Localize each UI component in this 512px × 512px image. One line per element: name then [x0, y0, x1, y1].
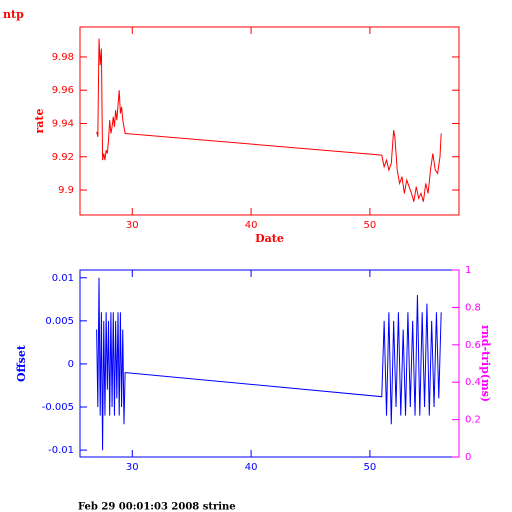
x-tick-label: 30 [126, 462, 139, 473]
y-axis-label: rate [33, 108, 46, 133]
y-tick-label: 9.92 [52, 152, 74, 163]
footer: Feb 29 00:01:03 2008 strine [78, 502, 236, 512]
y2-tick-label: 0.8 [465, 302, 481, 313]
y2-tick-label: 1 [465, 265, 471, 276]
x-tick-label: 40 [245, 220, 258, 231]
y-tick-label: 9.94 [52, 118, 74, 129]
y2-tick-label: 0.6 [465, 340, 481, 351]
y-tick-label: -0.005 [42, 402, 74, 413]
x-tick-label: 40 [245, 462, 258, 473]
data-line [96, 277, 442, 451]
y-tick-label: 0.01 [52, 273, 74, 284]
y-tick-label: 9.98 [52, 52, 74, 63]
plot-frame [79, 26, 460, 216]
chart-title: ntp [3, 8, 24, 21]
y2-tick-label: 0.2 [465, 415, 481, 426]
y-tick-label: -0.01 [48, 445, 74, 456]
y2-axis-label: rnd-trip(ms) [479, 325, 492, 402]
x-axis-label: Date [255, 232, 284, 245]
x-tick-label: 50 [364, 220, 377, 231]
y-tick-label: 0.005 [45, 316, 74, 327]
y-axis-label: Offset [15, 344, 28, 382]
data-line [96, 38, 442, 202]
x-tick-label: 30 [126, 220, 139, 231]
y-tick-label: 9.96 [52, 85, 74, 96]
y2-tick-label: 0 [465, 452, 471, 463]
y2-tick-label: 0.4 [465, 377, 481, 388]
x-tick-label: 50 [364, 462, 377, 473]
y-tick-label: 0 [68, 359, 74, 370]
y-tick-label: 9.9 [58, 185, 74, 196]
